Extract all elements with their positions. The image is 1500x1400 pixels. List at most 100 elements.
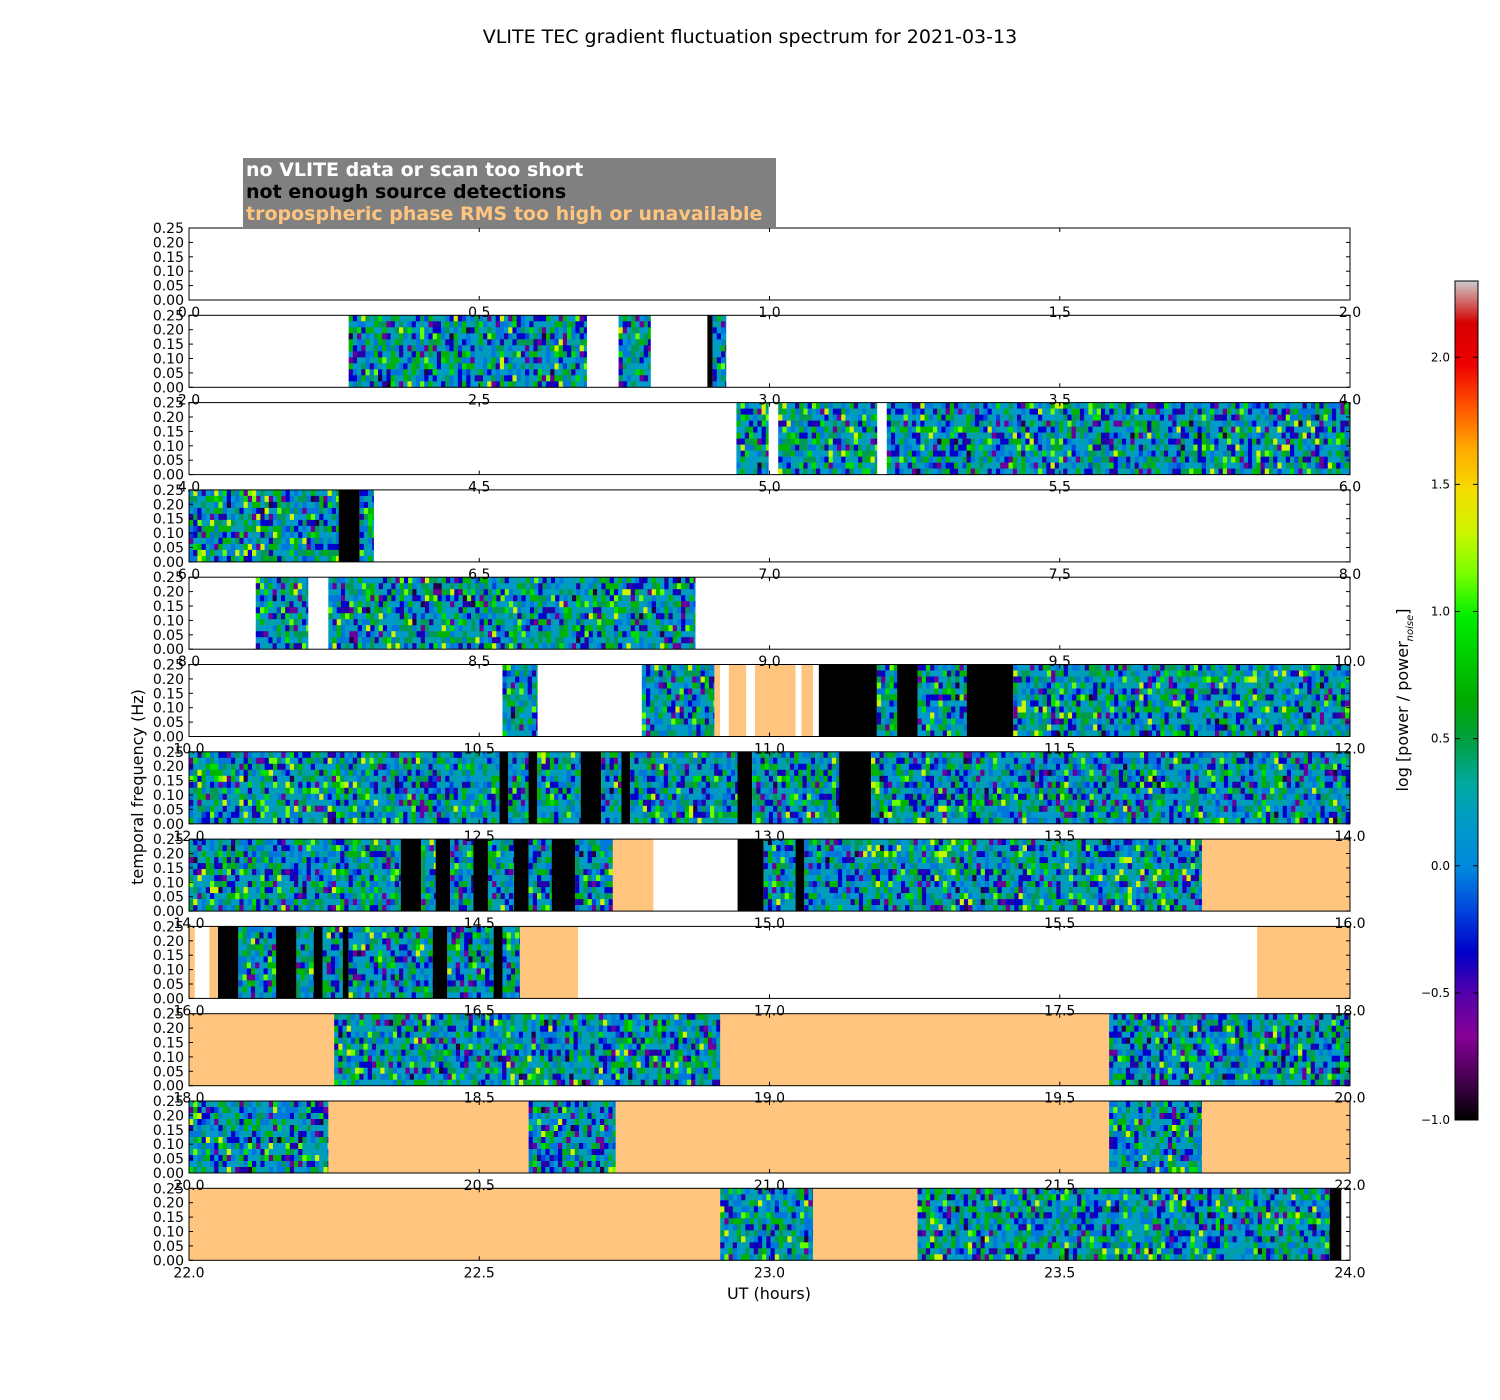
heat-cell	[323, 519, 328, 527]
heat-cell	[951, 730, 956, 737]
heat-cell	[824, 414, 829, 421]
heat-cell	[588, 613, 594, 620]
heat-cell	[1163, 420, 1169, 427]
heat-cell	[945, 438, 951, 445]
heat-cell	[1163, 426, 1169, 433]
heat-cell	[361, 607, 367, 614]
heat-cell	[1017, 676, 1023, 683]
heat-cell	[945, 432, 951, 439]
heat-cell	[281, 537, 286, 545]
heat-cell	[1012, 426, 1018, 433]
heat-cell	[453, 345, 459, 352]
heat-cell	[403, 601, 409, 608]
heat-cell	[390, 363, 396, 370]
heat-cell	[1281, 456, 1287, 463]
heat-cell	[218, 555, 223, 563]
heat-cell	[1113, 438, 1119, 445]
heat-cell	[214, 489, 219, 497]
heat-cell	[953, 414, 959, 421]
heat-cell	[546, 637, 552, 644]
heat-cell	[1100, 468, 1106, 475]
heat-cell	[382, 589, 388, 596]
heat-cell	[1201, 444, 1207, 451]
heat-cell	[457, 315, 463, 322]
heat-cell	[289, 595, 294, 602]
heat-cell	[1113, 402, 1119, 409]
heat-cell	[428, 345, 433, 352]
heat-cell	[1336, 450, 1341, 457]
heat-cell	[567, 333, 572, 340]
heat-cell	[1008, 456, 1014, 463]
heat-cell	[1310, 408, 1316, 415]
heat-cell	[749, 450, 754, 457]
heat-cell	[563, 643, 569, 650]
heat-cell	[1096, 462, 1102, 469]
heat-cell	[1323, 414, 1329, 421]
heat-cell	[289, 607, 294, 614]
heat-cell	[609, 601, 615, 608]
heat-cell	[849, 450, 855, 457]
heat-cell	[782, 408, 787, 415]
heat-cell	[832, 402, 838, 409]
heat-cell	[1197, 432, 1203, 439]
heat-cell	[454, 643, 459, 650]
heat-cell	[483, 607, 489, 614]
heat-cell	[1310, 432, 1316, 439]
heat-cell	[641, 730, 647, 737]
heat-cell	[1021, 408, 1026, 415]
heat-cell	[907, 456, 913, 463]
heat-cell	[428, 375, 433, 382]
heat-cell	[210, 495, 215, 503]
heat-cell	[683, 724, 689, 731]
heat-cell	[693, 595, 696, 602]
heat-cell	[302, 531, 307, 539]
heat-cell	[349, 613, 354, 620]
heat-cell	[676, 643, 682, 650]
heat-cell	[525, 595, 531, 602]
heat-cell	[1075, 468, 1081, 475]
heat-cell	[471, 589, 476, 596]
heat-cell	[454, 601, 459, 608]
heat-cell	[1285, 408, 1291, 415]
heat-cell	[1184, 402, 1190, 409]
heat-cell	[966, 408, 972, 415]
heat-cell	[323, 489, 328, 497]
heat-cell	[1126, 456, 1131, 463]
heat-cell	[201, 543, 207, 551]
heat-cell	[432, 327, 438, 334]
heat-cell	[1042, 456, 1047, 463]
heat-cell	[987, 426, 993, 433]
heat-cell	[1172, 450, 1177, 457]
heat-cell	[474, 315, 480, 322]
heat-cell	[930, 718, 935, 725]
heat-cell	[937, 438, 942, 445]
heat-cell	[1264, 438, 1270, 445]
heat-cell	[510, 730, 516, 737]
heat-cell	[725, 333, 727, 340]
heat-cell	[1344, 438, 1350, 445]
heat-cell	[363, 543, 369, 551]
heat-cell	[795, 462, 800, 469]
y-tick-label: 0.05	[153, 541, 184, 557]
heat-cell	[634, 595, 640, 602]
heat-cell	[925, 706, 931, 713]
heat-cell	[744, 450, 750, 457]
heat-cell	[260, 549, 265, 557]
heat-cell	[289, 643, 294, 650]
heat-cell	[391, 595, 396, 602]
heat-cell	[1084, 456, 1089, 463]
heat-cell	[289, 625, 294, 632]
heat-cell	[713, 676, 715, 683]
heat-cell	[328, 595, 333, 602]
heat-cell	[1336, 420, 1341, 427]
heat-cell	[849, 420, 855, 427]
heat-cell	[874, 444, 878, 451]
heat-cell	[876, 700, 882, 707]
heat-cell	[841, 456, 846, 463]
heat-cell	[974, 462, 980, 469]
heat-cell	[386, 375, 391, 382]
heat-cell	[567, 637, 573, 644]
heat-cell	[521, 577, 527, 584]
heat-cell	[937, 456, 942, 463]
heat-cell	[634, 637, 640, 644]
